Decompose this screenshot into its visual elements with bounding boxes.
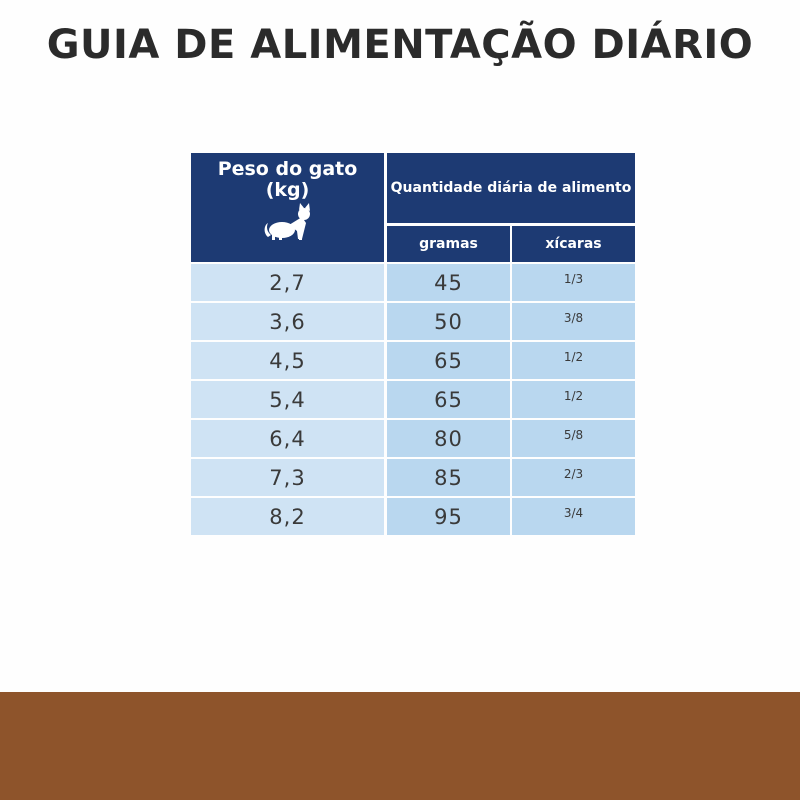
cell-xicaras: 1/3 — [512, 264, 635, 301]
table-row: 4,5 65 1/2 — [191, 342, 635, 379]
table-row: 8,2 95 3/4 — [191, 498, 635, 535]
header-peso-line2: (kg) — [265, 179, 310, 201]
table-row: 3,6 50 3/8 — [191, 303, 635, 340]
cell-gramas: 50 — [387, 303, 510, 340]
cell-xicaras: 5/8 — [512, 420, 635, 457]
cell-xicaras: 1/2 — [512, 381, 635, 418]
cell-xicaras: 3/4 — [512, 498, 635, 535]
table-row: 5,4 65 1/2 — [191, 381, 635, 418]
table-row: 7,3 85 2/3 — [191, 459, 635, 496]
cell-peso: 3,6 — [191, 303, 384, 340]
header-peso: Peso do gato (kg) — [191, 153, 384, 262]
cell-gramas: 95 — [387, 498, 510, 535]
table-row: 2,7 45 1/3 — [191, 264, 635, 301]
cell-peso: 5,4 — [191, 381, 384, 418]
footer-band — [0, 692, 800, 800]
header-peso-line1: Peso do gato — [217, 158, 358, 180]
cell-xicaras: 3/8 — [512, 303, 635, 340]
cell-gramas: 85 — [387, 459, 510, 496]
page-title: GUIA DE ALIMENTAÇÃO DIÁRIO — [46, 22, 754, 68]
header-quantidade: Quantidade diária de alimento — [387, 153, 635, 223]
cell-gramas: 80 — [387, 420, 510, 457]
feeding-table: Peso do gato (kg) Quantidade diá — [191, 153, 635, 535]
header-gramas: gramas — [387, 226, 510, 262]
cell-gramas: 65 — [387, 381, 510, 418]
cell-peso: 7,3 — [191, 459, 384, 496]
cell-xicaras: 2/3 — [512, 459, 635, 496]
cell-peso: 8,2 — [191, 498, 384, 535]
cell-gramas: 45 — [387, 264, 510, 301]
table-row: 6,4 80 5/8 — [191, 420, 635, 457]
cell-peso: 2,7 — [191, 264, 384, 301]
cat-icon — [264, 203, 310, 240]
header-xicaras: xícaras — [512, 226, 635, 262]
cell-gramas: 65 — [387, 342, 510, 379]
cell-peso: 6,4 — [191, 420, 384, 457]
cell-xicaras: 1/2 — [512, 342, 635, 379]
cell-peso: 4,5 — [191, 342, 384, 379]
